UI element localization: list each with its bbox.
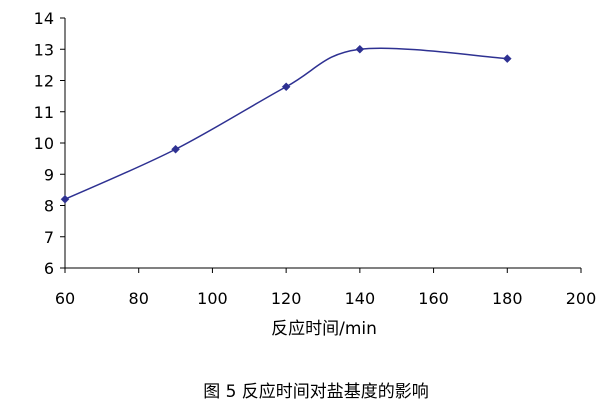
data-point-marker [502, 54, 512, 63]
x-tick-label: 140 [345, 289, 376, 308]
y-axis-ticks: 6 7 8 9 10 11 12 13 14 [34, 9, 65, 278]
x-tick-label: 80 [129, 289, 149, 308]
y-tick-label: 8 [44, 197, 54, 216]
x-tick-label: 160 [418, 289, 449, 308]
data-point-marker [355, 44, 365, 54]
y-tick-label: 7 [44, 228, 54, 247]
x-tick-label: 100 [197, 289, 228, 308]
y-tick-label: 11 [34, 103, 54, 122]
x-axis-ticks: 60 80 100 120 140 160 180 200 [55, 268, 596, 308]
y-tick-label: 14 [34, 9, 54, 28]
axes [64, 18, 581, 269]
x-tick-label: 60 [55, 289, 75, 308]
data-point-marker [171, 144, 180, 154]
series-line [64, 47, 508, 200]
y-tick-label: 10 [34, 134, 54, 153]
x-tick-label: 120 [271, 289, 302, 308]
y-tick-label: 12 [34, 72, 54, 91]
x-tick-label: 200 [566, 289, 597, 308]
y-tick-label: 6 [44, 259, 54, 278]
x-tick-label: 180 [492, 289, 523, 308]
y-tick-label: 13 [34, 40, 54, 59]
data-point-marker [281, 82, 291, 92]
data-point-marker [60, 194, 70, 204]
series-layer [60, 44, 512, 204]
y-tick-label: 9 [44, 165, 54, 184]
figure-caption: 图 5 反应时间对盐基度的影响 [203, 382, 429, 402]
x-axis-title: 反应时间/min [271, 319, 377, 339]
